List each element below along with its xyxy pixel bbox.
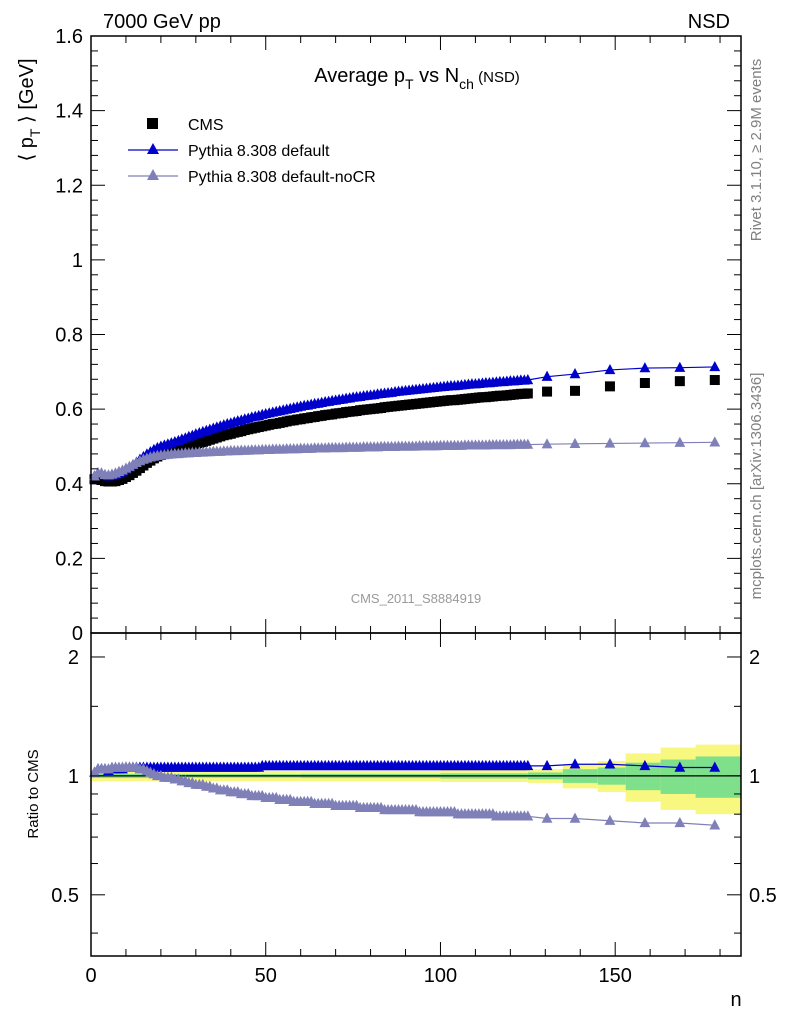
data-point-pythia-8-308-default-nocr: [522, 438, 534, 449]
analysis-id: CMS_2011_S8884919: [351, 591, 482, 606]
data-point-pythia-8-308-default: [674, 361, 686, 372]
ratio-y-tick-label-right: 2: [749, 647, 760, 669]
data-point-pythia-8-308-default: [522, 374, 534, 385]
ratio-point-pythia-8-308-default: [604, 758, 616, 769]
chart-title: Average pT vs Nch (NSD): [314, 65, 520, 92]
legend-item-pythia-default: Pythia 8.308 default: [128, 143, 330, 160]
data-point-pythia-8-308-default: [541, 370, 553, 381]
main-y-axis-label: ⟨ pT ⟩ [GeV]: [16, 58, 43, 161]
ratio-point-pythia-8-308-default: [522, 759, 534, 771]
data-point-pythia-8-308-default: [569, 368, 581, 379]
ratio-point-pythia-8-308-default-nocr: [639, 816, 651, 828]
ratio-y-tick-label-right: 0.5: [749, 885, 777, 907]
y-tick-label: 1.4: [55, 101, 83, 123]
ratio-frame: [90, 632, 742, 957]
x-tick-label: 100: [424, 965, 457, 987]
main-y-axis: 0 0.2 0.4 0.6 0.8 1 1.2 1.4 1.6: [55, 26, 741, 645]
legend-label-pythia-default: Pythia 8.308 default: [188, 143, 330, 160]
data-point-pythia-8-308-default-nocr: [604, 437, 616, 448]
x-tick-label: 0: [85, 965, 96, 987]
data-point-cms: [542, 386, 553, 397]
data-point-pythia-8-308-default-nocr: [569, 437, 581, 449]
ratio-point-pythia-8-308-default: [541, 759, 553, 771]
data-point-pythia-8-308-default-nocr: [709, 436, 721, 447]
ratio-point-pythia-8-308-default-nocr: [674, 816, 686, 828]
legend-label-cms: CMS: [188, 117, 224, 134]
ratio-y-tick-label-left: 0.5: [51, 885, 79, 907]
ratio-point-pythia-8-308-default-nocr: [604, 814, 616, 825]
data-point-pythia-8-308-default-nocr: [674, 436, 686, 447]
data-point-pythia-8-308-default-nocr: [541, 438, 553, 449]
x-tick-label: 50: [255, 965, 277, 987]
data-point-pythia-8-308-default: [639, 362, 651, 373]
y-tick-label: 0.8: [55, 325, 83, 347]
data-point-pythia-8-308-default: [709, 360, 721, 372]
ratio-panel: 0.5 0.5 1 1 2 2 0 50 100 150 Ratio to CMS n: [25, 632, 777, 1011]
ratio-axes: 0.5 0.5 1 1 2 2 0 50 100 150: [51, 633, 777, 987]
data-point-cms: [709, 375, 720, 386]
ratio-y-tick-label-right: 1: [749, 766, 760, 788]
ratio-point-pythia-8-308-default: [639, 759, 651, 771]
header-right: NSD: [688, 11, 730, 33]
y-tick-label: 1.6: [55, 26, 83, 48]
y-tick-label: 1: [72, 250, 83, 272]
ratio-point-pythia-8-308-default: [709, 761, 721, 772]
rivet-version-label: Rivet 3.1.10, ≥ 2.9M events: [748, 59, 765, 242]
ratio-point-pythia-8-308-default-nocr: [522, 810, 534, 821]
y-tick-label: 0.6: [55, 399, 83, 421]
y-tick-label: 0.2: [55, 548, 83, 570]
y-tick-label: 0: [72, 623, 83, 645]
legend-item-cms: CMS: [147, 117, 224, 134]
legend-marker-pythia-nocr: [147, 169, 159, 180]
legend-marker-cms: [147, 118, 158, 129]
mcplots-label: mcplots.cern.ch [arXiv:1306.3436]: [748, 373, 765, 600]
main-plot-area: [89, 360, 721, 487]
y-tick-label: 0.4: [55, 474, 83, 496]
ratio-y-axis-label: Ratio to CMS: [25, 749, 42, 838]
ratio-point-pythia-8-308-default: [569, 758, 581, 769]
data-point-cms: [604, 381, 615, 392]
data-point-pythia-8-308-default: [604, 363, 616, 375]
ratio-y-tick-label-left: 1: [68, 766, 79, 788]
stat-uncertainty-band: [695, 756, 741, 798]
x-axis-label: n: [730, 989, 741, 1011]
y-tick-label: 1.2: [55, 175, 83, 197]
legend-item-pythia-nocr: Pythia 8.308 default-noCR: [128, 169, 376, 186]
ratio-y-tick-label-left: 2: [68, 647, 79, 669]
series-line-pythia-8-308-default: [94, 366, 715, 477]
legend-label-pythia-nocr: Pythia 8.308 default-noCR: [188, 169, 376, 186]
ratio-point-pythia-8-308-default: [674, 761, 686, 772]
legend: CMS Pythia 8.308 default Pythia 8.308 de…: [128, 117, 376, 186]
data-point-cms: [639, 378, 650, 389]
data-point-pythia-8-308-default-nocr: [639, 437, 651, 448]
data-point-cms: [522, 388, 533, 399]
x-tick-label: 150: [599, 965, 632, 987]
ratio-point-pythia-8-308-default-nocr: [541, 812, 553, 823]
main-panel: 0 0.2 0.4 0.6 0.8 1 1.2 1.4 1.6 Average pT vs Nc…: [16, 26, 742, 645]
data-point-cms: [570, 385, 581, 396]
ratio-point-pythia-8-308-default-nocr: [569, 812, 581, 823]
ratio-plot-area: [89, 744, 741, 830]
data-point-cms: [674, 376, 685, 387]
legend-marker-pythia-default: [147, 143, 159, 154]
stat-uncertainty-band: [660, 759, 696, 794]
header-left: 7000 GeV pp: [103, 11, 221, 33]
ratio-point-pythia-8-308-default-nocr: [709, 819, 721, 830]
